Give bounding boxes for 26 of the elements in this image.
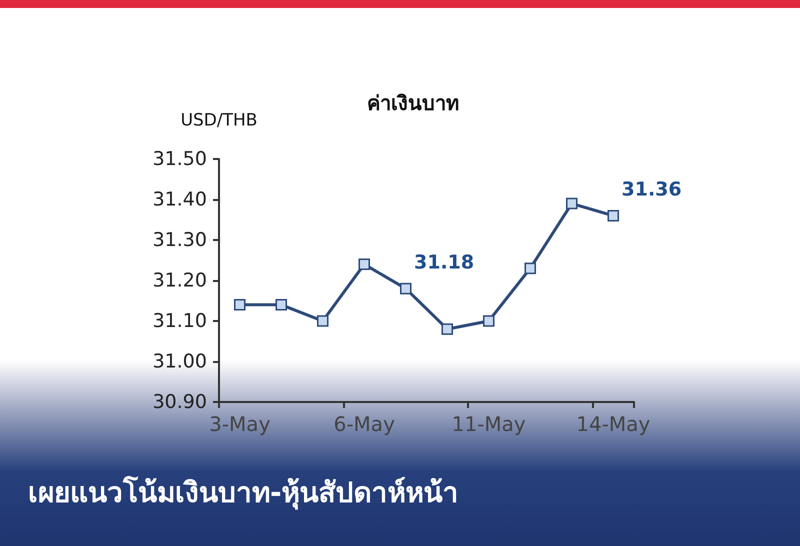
y-tick-label: 31.40 <box>152 188 207 210</box>
y-tick-label: 30.90 <box>152 391 207 413</box>
y-tick-label: 31.00 <box>152 350 207 372</box>
point <box>483 315 494 327</box>
x-tick-label: 11-May <box>452 412 526 436</box>
x-tick-label: 3-May <box>209 412 271 436</box>
y-tick-label: 31.50 <box>152 148 207 170</box>
point <box>400 282 412 294</box>
y-axis-title: USD/THB <box>180 110 258 130</box>
x-tick-label: 14-May <box>576 412 650 436</box>
point <box>276 299 287 311</box>
point <box>524 262 536 274</box>
point <box>566 198 578 210</box>
x-tick-label: 6-May <box>334 412 396 436</box>
data-label: 31.36 <box>622 178 682 200</box>
y-tick-label: 31.10 <box>152 310 207 332</box>
chart-title: ค่าเงินบาท <box>367 91 459 115</box>
point <box>317 315 328 327</box>
y-tick-label: 31.20 <box>152 270 207 292</box>
y-tick-label: 31.30 <box>152 229 207 251</box>
point <box>608 210 619 222</box>
point <box>442 323 453 335</box>
point <box>234 299 246 311</box>
text: เผยแนวโน้มเงินบาท-หุ้นสัปดาห์หน้า <box>28 475 459 512</box>
point <box>358 258 370 270</box>
data-label: 31.18 <box>414 251 474 274</box>
